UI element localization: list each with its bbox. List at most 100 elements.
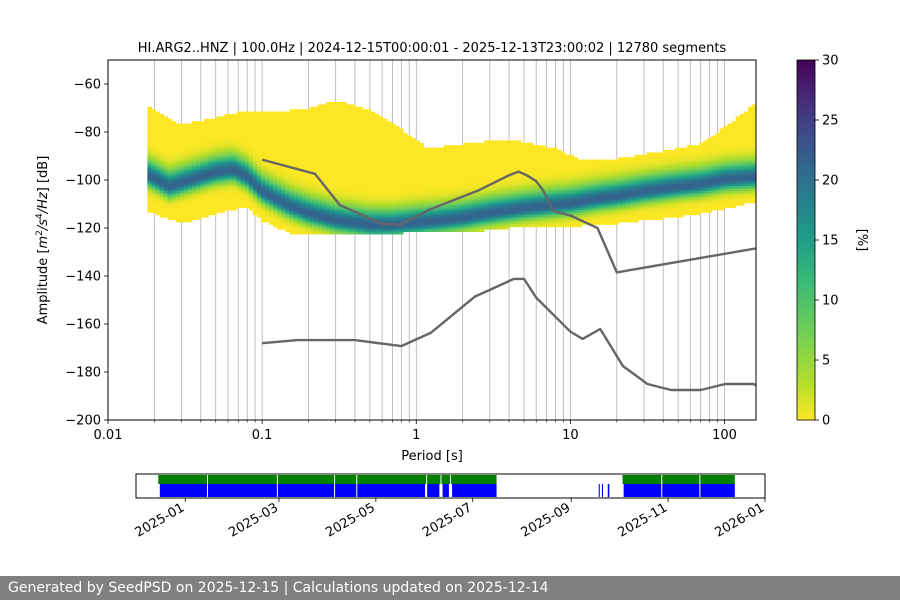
psd-column <box>727 123 733 208</box>
psd-column <box>216 116 221 213</box>
psd-column <box>670 150 676 218</box>
coverage-psd-bar <box>159 484 426 497</box>
psd-column <box>626 157 631 223</box>
chart-title: HI.ARG2..HNZ | 100.0Hz | 2024-12-15T00:0… <box>138 41 727 56</box>
psd-column <box>208 118 213 216</box>
colorbar-tick-label: 30 <box>822 54 839 69</box>
psd-column <box>374 114 380 235</box>
psd-column <box>492 140 497 230</box>
psd-column <box>435 147 441 232</box>
psd-column <box>281 111 286 230</box>
psd-column <box>613 159 619 225</box>
psd-column <box>577 159 583 228</box>
y-tick-label: −80 <box>74 126 101 141</box>
psd-column <box>220 116 226 213</box>
coverage-psd-bar <box>601 484 603 497</box>
psd-column <box>163 116 169 218</box>
timeline-tick-label: 2025-05 <box>323 500 378 540</box>
psd-column <box>739 114 745 206</box>
colorbar-tick-label: 25 <box>822 114 839 129</box>
psd-column <box>695 145 700 216</box>
psd-column <box>585 159 591 225</box>
psd-column <box>581 159 587 225</box>
psd-column <box>382 118 388 235</box>
psd-column <box>346 104 351 235</box>
psd-column <box>252 111 258 216</box>
x-tick-label: 100 <box>712 428 737 443</box>
psd-column <box>232 114 238 211</box>
psd-column <box>699 142 704 213</box>
psd-column <box>305 109 311 235</box>
psd-column <box>589 159 595 225</box>
y-axis-label: Amplitude [m2/s4/Hz] [dB] <box>35 156 51 325</box>
coverage-psd-bar <box>442 484 449 497</box>
psd-column <box>463 142 469 232</box>
psd-column <box>196 121 201 220</box>
psd-column <box>601 159 607 225</box>
timeline-tick-label: 2026-01 <box>712 500 767 540</box>
psd-figure: HI.ARG2..HNZ | 100.0Hz | 2024-12-15T00:0… <box>35 41 869 541</box>
psd-column <box>167 118 173 220</box>
coverage-psd-bar <box>426 484 440 497</box>
coverage-psd-bar <box>598 484 600 497</box>
coverage-psd-bar <box>607 484 610 497</box>
psd-column <box>269 111 274 225</box>
psd-column <box>402 133 408 232</box>
psd-column <box>532 145 538 228</box>
psd-column <box>398 128 404 235</box>
y-tick-label: −60 <box>74 78 101 93</box>
psd-column <box>183 123 189 223</box>
psd-column <box>524 142 530 228</box>
psd-column <box>467 142 473 232</box>
psd-column <box>520 142 526 228</box>
psd-column <box>248 111 254 211</box>
psd-column <box>260 111 266 223</box>
y-tick-label: −140 <box>65 270 101 285</box>
psd-column <box>342 102 347 235</box>
psd-column <box>723 126 729 208</box>
psd-column <box>451 145 457 232</box>
psd-column <box>719 128 725 211</box>
timeline-tick-label: 2025-11 <box>616 500 671 540</box>
psd-column <box>265 111 270 223</box>
psd-column <box>407 135 412 232</box>
psd-column <box>155 111 161 216</box>
colorbar-tick-label: 10 <box>822 294 839 309</box>
coverage-data-bar <box>622 475 735 484</box>
timeline-tick-label: 2025-03 <box>226 500 281 540</box>
psd-column <box>471 142 477 232</box>
psd-column <box>212 118 217 216</box>
psd-column <box>415 140 420 232</box>
psd-column <box>747 106 753 204</box>
coverage-psd-bar <box>452 484 497 497</box>
psd-column <box>289 109 295 235</box>
psd-column <box>605 159 611 225</box>
psd-column <box>277 111 282 230</box>
plot-frame <box>107 59 757 421</box>
psd-column <box>512 140 518 228</box>
psd-column <box>394 126 400 235</box>
psd-column <box>654 152 660 220</box>
psd-column <box>147 106 153 213</box>
psd-column <box>236 111 242 208</box>
psd-column <box>431 147 437 232</box>
psd-column <box>731 121 737 208</box>
psd-column <box>553 147 558 228</box>
psd-column <box>557 150 562 228</box>
psd-column <box>597 159 603 225</box>
psd-column <box>358 106 364 235</box>
footer-bar: Generated by SeedPSD on 2025-12-15 | Cal… <box>0 576 900 600</box>
psd-column <box>313 106 319 235</box>
psd-column <box>516 140 522 228</box>
psd-column <box>634 154 639 223</box>
psd-column <box>191 121 197 220</box>
psd-column <box>447 145 453 232</box>
psd-column <box>691 145 696 216</box>
psd-column <box>301 109 307 235</box>
psd-column <box>715 133 721 211</box>
colorbar-tick-label: 5 <box>822 354 830 369</box>
psd-column <box>228 114 234 211</box>
psd-plot-area <box>147 60 756 420</box>
x-axis-label: Period [s] <box>401 449 463 464</box>
psd-column <box>366 109 372 235</box>
